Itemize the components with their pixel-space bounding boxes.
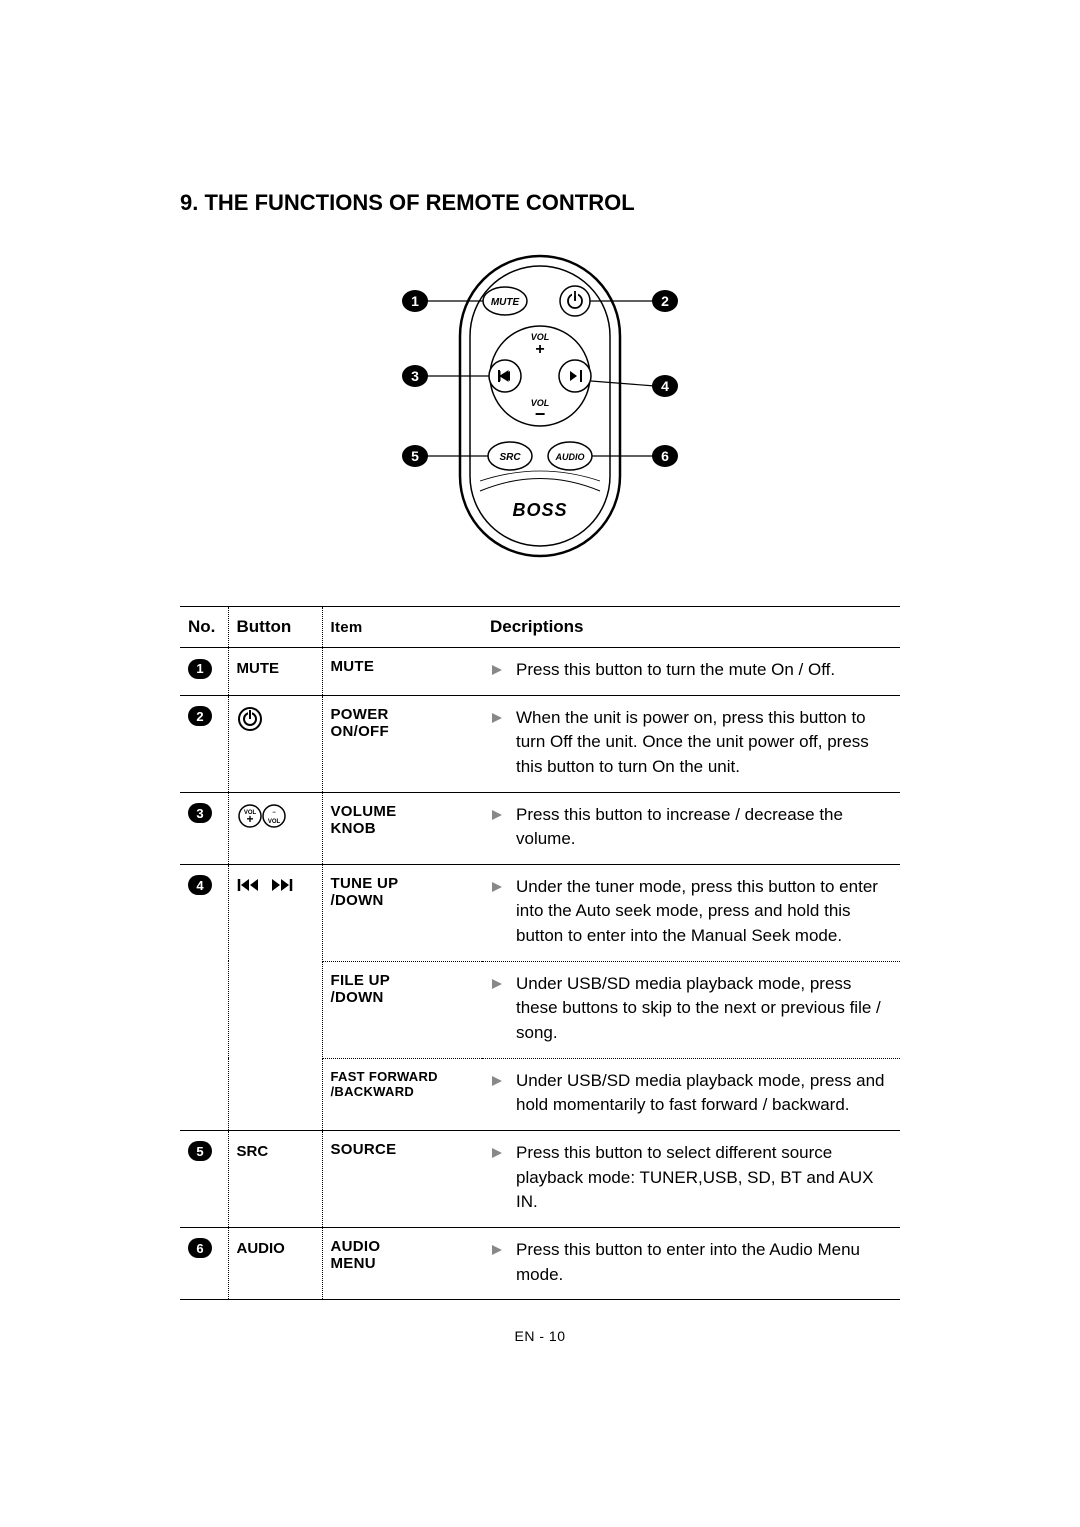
item-cell: MUTE xyxy=(322,648,482,696)
table-row: 2 POWERON/OFFWhen the unit is power on, p… xyxy=(180,695,900,792)
description-text: When the unit is power on, press this bu… xyxy=(490,706,892,780)
table-row: 5 SRC SOURCEPress this button to select di… xyxy=(180,1130,900,1227)
svg-text:−: − xyxy=(272,810,276,816)
button-label: MUTE xyxy=(237,660,280,677)
desc-cell: Press this button to increase / decrease… xyxy=(482,792,900,864)
desc-cell: Under USB/SD media playback mode, press … xyxy=(482,961,900,1058)
item-cell: SOURCE xyxy=(322,1130,482,1227)
table-row: 3VOL+−VOLVOLUMEKNOBPress this button to … xyxy=(180,792,900,864)
svg-text:AUDIO: AUDIO xyxy=(555,452,585,462)
description-text: Press this button to select different so… xyxy=(490,1141,892,1215)
description-text: Press this button to increase / decrease… xyxy=(490,803,892,852)
desc-cell: Under the tuner mode, press this button … xyxy=(482,864,900,961)
button-label: SRC xyxy=(237,1143,269,1160)
button-cell: SRC xyxy=(228,1130,322,1227)
table-row: 1 MUTE MUTE Press this button to turn the m… xyxy=(180,648,900,696)
svg-text:5: 5 xyxy=(411,448,419,464)
header-desc: Decriptions xyxy=(482,607,900,648)
section-title: 9. THE FUNCTIONS OF REMOTE CONTROL xyxy=(180,190,900,216)
number-badge: 3 xyxy=(188,803,212,823)
svg-text:BOSS: BOSS xyxy=(512,500,567,520)
description-text: Under USB/SD media playback mode, press … xyxy=(490,1069,892,1118)
number-badge: 6 xyxy=(188,1238,212,1258)
page-footer: EN - 10 xyxy=(180,1328,900,1344)
desc-cell: Press this button to select different so… xyxy=(482,1130,900,1227)
functions-table: No. Button Item Decriptions 1 MUTE MUTE Pre… xyxy=(180,606,900,1300)
description-text: Under the tuner mode, press this button … xyxy=(490,875,892,949)
button-label: AUDIO xyxy=(237,1240,285,1257)
number-badge: 2 xyxy=(188,706,212,726)
remote-diagram: VOL + VOL − MUTE SRC xyxy=(180,246,900,566)
number-badge: 1 xyxy=(188,659,212,679)
button-cell: MUTE xyxy=(228,648,322,696)
svg-text:2: 2 xyxy=(661,293,669,309)
no-cell: 4 xyxy=(180,864,228,1130)
remote-svg: VOL + VOL − MUTE SRC xyxy=(330,246,750,566)
no-cell: 6 xyxy=(180,1227,228,1299)
item-cell: AUDIOMENU xyxy=(322,1227,482,1299)
table-row: 4 TUNE UP/DOWNUnder the tuner mode, press… xyxy=(180,864,900,961)
description-text: Under USB/SD media playback mode, press … xyxy=(490,972,892,1046)
description-text: Press this button to enter into the Audi… xyxy=(490,1238,892,1287)
svg-text:−: − xyxy=(535,404,546,424)
number-badge: 5 xyxy=(188,1141,212,1161)
svg-text:+: + xyxy=(246,812,253,826)
desc-cell: Press this button to enter into the Audi… xyxy=(482,1227,900,1299)
header-item: Item xyxy=(322,607,482,648)
table-row: 6 AUDIO AUDIOMENUPress this button to ente… xyxy=(180,1227,900,1299)
item-cell: FILE UP/DOWN xyxy=(322,961,482,1058)
seek-icon xyxy=(237,875,293,900)
table-header-row: No. Button Item Decriptions xyxy=(180,607,900,648)
header-button: Button xyxy=(228,607,322,648)
page: 9. THE FUNCTIONS OF REMOTE CONTROL VOL +… xyxy=(0,0,1080,1404)
button-cell: AUDIO xyxy=(228,1227,322,1299)
no-cell: 2 xyxy=(180,695,228,792)
svg-text:4: 4 xyxy=(661,378,669,394)
button-cell xyxy=(228,695,322,792)
item-cell: VOLUMEKNOB xyxy=(322,792,482,864)
item-cell: POWERON/OFF xyxy=(322,695,482,792)
item-cell: FAST FORWARD/BACKWARD xyxy=(322,1058,482,1130)
svg-text:VOL: VOL xyxy=(267,819,280,825)
svg-text:MUTE: MUTE xyxy=(491,297,520,308)
desc-cell: Press this button to turn the mute On / … xyxy=(482,648,900,696)
no-cell: 3 xyxy=(180,792,228,864)
header-no: No. xyxy=(180,607,228,648)
item-cell: TUNE UP/DOWN xyxy=(322,864,482,961)
number-badge: 4 xyxy=(188,875,212,895)
button-cell: VOL+−VOL xyxy=(228,792,322,864)
no-cell: 5 xyxy=(180,1130,228,1227)
vol-icon: VOL+−VOL xyxy=(237,803,287,834)
desc-cell: When the unit is power on, press this bu… xyxy=(482,695,900,792)
svg-text:1: 1 xyxy=(411,293,419,309)
desc-cell: Under USB/SD media playback mode, press … xyxy=(482,1058,900,1130)
svg-text:3: 3 xyxy=(411,368,419,384)
power-icon xyxy=(237,706,263,737)
svg-text:+: + xyxy=(535,341,544,358)
description-text: Press this button to turn the mute On / … xyxy=(490,658,892,683)
svg-text:6: 6 xyxy=(661,448,669,464)
svg-text:SRC: SRC xyxy=(499,452,521,463)
button-cell xyxy=(228,864,322,1130)
no-cell: 1 xyxy=(180,648,228,696)
